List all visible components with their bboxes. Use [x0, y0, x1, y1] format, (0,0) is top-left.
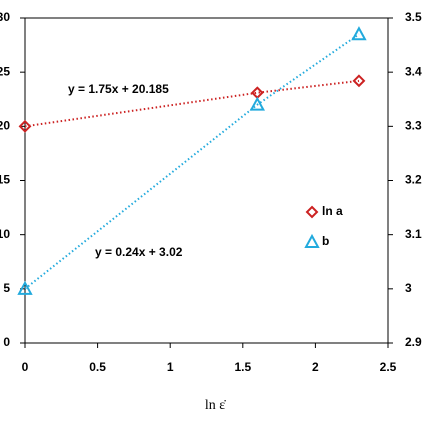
x-tick-label: 2 — [312, 360, 319, 374]
x-tick-label: 0.5 — [89, 360, 106, 374]
y-tick-label: 5 — [3, 281, 10, 295]
y2-tick-label: 2.9 — [405, 335, 422, 349]
x-tick-label: 2.5 — [380, 360, 397, 374]
x-tick-label: 0 — [22, 360, 29, 374]
y-tick-label: 15 — [0, 173, 10, 187]
legend-label: ln a — [322, 204, 343, 218]
x-tick-label: 1.5 — [234, 360, 251, 374]
y2-tick-label: 3.1 — [405, 227, 422, 241]
data-point — [17, 280, 33, 295]
x-tick-label: 1 — [167, 360, 174, 374]
y-tick-label: 0 — [3, 335, 10, 349]
y-tick-label: 10 — [0, 227, 10, 241]
y2-tick-label: 3.2 — [405, 173, 422, 187]
y-tick-label: 25 — [0, 64, 10, 78]
y-tick-label: 30 — [0, 10, 10, 24]
annotation: y = 0.24x + 3.02 — [95, 245, 183, 259]
x-axis-label: ln ε̇ — [205, 398, 226, 413]
legend-marker — [304, 233, 320, 248]
y2-tick-label: 3.3 — [405, 119, 422, 133]
annotation: y = 1.75x + 20.185 — [68, 82, 169, 96]
legend-marker — [305, 205, 319, 219]
data-point — [18, 119, 32, 133]
data-point — [351, 26, 367, 41]
data-point — [352, 74, 366, 88]
trend-line — [24, 33, 360, 290]
y2-tick-label: 3 — [405, 281, 412, 295]
legend-label: b — [322, 234, 329, 248]
y2-tick-label: 3.5 — [405, 10, 422, 24]
data-point — [249, 96, 266, 111]
y2-tick-label: 3.4 — [405, 64, 422, 78]
y-tick-label: 20 — [0, 119, 10, 133]
